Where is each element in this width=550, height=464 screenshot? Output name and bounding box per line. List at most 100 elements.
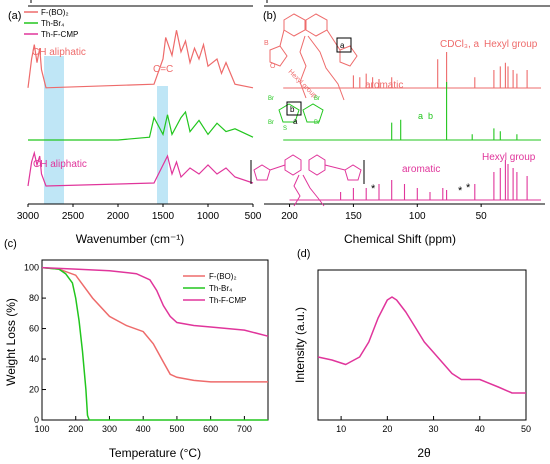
- dioxaborolane-right: [339, 45, 358, 67]
- ftir-series-2: [27, 150, 254, 187]
- annotation-star-1: *: [371, 183, 376, 195]
- panel-d-curve: [317, 296, 526, 394]
- panel-d-ticks: 10 20 30 40 50: [336, 416, 531, 434]
- ftir-series-0: [27, 30, 254, 89]
- cmp-bond-left: [269, 164, 286, 171]
- panel-a-x-axis-label: Wavenumber (cm⁻¹): [76, 232, 185, 246]
- cmp-hexyl-1: [293, 174, 301, 207]
- position-a-ring-label: a: [293, 117, 298, 126]
- oxygen-atom-label: O: [270, 63, 276, 70]
- panel-d-y-axis-label: Intensity (a.u.): [293, 307, 307, 383]
- position-b-box: [286, 101, 302, 116]
- x-tick-label: 600: [203, 424, 218, 434]
- y-tick-label: 0: [34, 415, 39, 425]
- panel-b-spectra: [283, 52, 541, 201]
- panel-a-label: (a): [8, 10, 21, 22]
- panel-c-plot-frame: [41, 259, 269, 421]
- panel-d: (d) 10 20 30 40 50 Intensity (a.u.) 2θ: [293, 248, 531, 460]
- bond-right: [326, 29, 341, 51]
- x-tick-label: 300: [102, 424, 117, 434]
- panel-b-x-axis-label: Chemical Shift (ppm): [344, 232, 456, 246]
- y-tick-label: 60: [29, 324, 39, 334]
- panel-c-curves: [41, 266, 269, 421]
- annotation-cdcl3: CDCl₃, a: [440, 39, 480, 50]
- annotation-aromatic-2: aromatic: [402, 164, 440, 175]
- panel-a-legend: F-(BO)₂ Th-Br₄ Th-F-CMP: [24, 8, 78, 39]
- hexyl-chain-2: [307, 35, 345, 101]
- panel-c-legend: F-(BO)₂ Th-Br₄ Th-F-CMP: [183, 272, 246, 305]
- bromine-label-3: Br: [268, 120, 274, 126]
- y-tick-label: 40: [29, 354, 39, 364]
- panel-b: 200 150 100 50 (b) a B O Hexyl group b a Br…: [250, 0, 550, 246]
- panel-a: 3000 2500 2000 1500 1000 500 (a) F-(BO)₂ Th-B…: [8, 0, 262, 246]
- x-tick-label: 1500: [152, 211, 175, 222]
- cmp-thiophene-right: [344, 164, 362, 181]
- x-tick-label: 500: [169, 424, 184, 434]
- annotation-hexyl-2: Hexyl group: [482, 152, 536, 163]
- x-tick-label: 200: [68, 424, 83, 434]
- panel-c-y-axis-label: Weight Loss (%): [4, 298, 18, 386]
- y-tick-label: 80: [29, 293, 39, 303]
- fluorene-ring-right: [305, 13, 328, 37]
- x-tick-label: 2500: [62, 211, 85, 222]
- x-tick-label: 150: [345, 211, 362, 222]
- panel-d-x-axis-label: 2θ: [417, 446, 431, 460]
- tga-legend-label-thfcmp: Th-F-CMP: [209, 296, 246, 305]
- cc-highlight: [157, 86, 168, 204]
- x-tick-label: 40: [475, 424, 485, 434]
- panel-a-spectra: [27, 30, 254, 187]
- tga-legend-label-fbo2: F-(BO)₂: [209, 272, 237, 281]
- x-tick-label: 10: [336, 424, 346, 434]
- boron-atom-label: B: [264, 40, 269, 47]
- x-tick-label: 20: [382, 424, 392, 434]
- cmp-fluorene-left: [284, 154, 302, 176]
- bromine-label-2: Br: [314, 96, 320, 102]
- x-tick-label: 100: [409, 211, 426, 222]
- panel-b-x-ticks: 200 150 100 50: [281, 204, 487, 222]
- tga-series-0: [41, 266, 268, 383]
- position-a-label: a: [340, 41, 345, 50]
- legend-label-thfcmp: Th-F-CMP: [41, 30, 78, 39]
- x-tick-label: 400: [136, 424, 151, 434]
- tga-legend-label-thbr4: Th-Br₄: [209, 284, 232, 293]
- x-tick-label: 500: [245, 211, 262, 222]
- cmp-fluorene-right: [308, 154, 326, 176]
- ftir-series-1: [28, 110, 254, 141]
- annotation-th-b: b: [428, 111, 433, 121]
- panel-d-plot-frame: [317, 269, 527, 421]
- legend-label-fbo2: F-(BO)₂: [41, 8, 69, 17]
- tga-series-1: [41, 266, 268, 421]
- fbo2-structure: [269, 13, 358, 101]
- dioxaborolane-left: [269, 45, 288, 67]
- bromine-label-4: Br: [314, 120, 320, 126]
- cmp-bond-right: [324, 164, 346, 171]
- tga-series-2: [41, 266, 269, 337]
- panel-d-label: (d): [297, 248, 310, 260]
- ch-aliphatic-highlight: [44, 56, 64, 204]
- position-a-box: [336, 37, 352, 53]
- panel-a-axes-top: [28, 0, 253, 7]
- position-b-label: b: [290, 105, 295, 114]
- annotation-star-3: *: [466, 182, 471, 194]
- panel-c-ticks: 100 200 300 400 500 600 700 0 20 40 60 80 100: [24, 263, 252, 434]
- thfcmp-structure: [250, 154, 365, 207]
- legend-label-thbr4: Th-Br₄: [41, 19, 64, 28]
- annotation-star-2: *: [458, 185, 463, 197]
- cmp-hexyl-2: [302, 174, 325, 207]
- panel-a-x-ticks: 3000 2500 2000 1500 1000 500: [17, 204, 262, 222]
- x-tick-label: 100: [34, 424, 49, 434]
- panel-b-label: (b): [263, 10, 276, 22]
- nmr-series-0: [283, 52, 541, 89]
- sulfur-label: S: [283, 126, 287, 132]
- x-tick-label: 2000: [107, 211, 130, 222]
- x-tick-label: 1000: [197, 211, 220, 222]
- annotation-cc: C=C: [153, 64, 173, 75]
- cmp-thiophene-left: [253, 164, 271, 181]
- annotation-aromatic-1: aromatic: [365, 80, 403, 91]
- y-tick-label: 100: [24, 263, 39, 273]
- hexyl-chain-1: [299, 35, 307, 99]
- panel-c-x-axis-label: Temperature (°C): [109, 446, 201, 460]
- x-tick-label: 200: [281, 211, 298, 222]
- x-tick-label: 30: [429, 424, 439, 434]
